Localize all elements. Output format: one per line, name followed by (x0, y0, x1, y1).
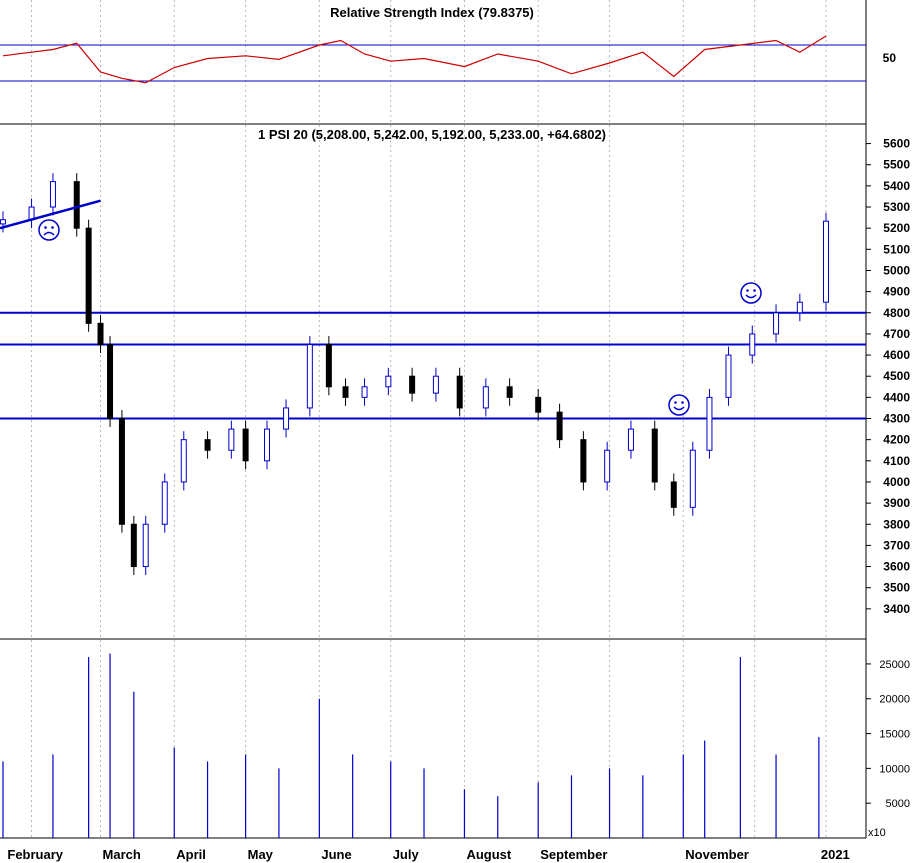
candle-body (242, 428, 249, 462)
month-label: November (685, 847, 749, 862)
candle-body (456, 375, 463, 409)
rsi-title: Relative Strength Index (79.8375) (330, 5, 534, 20)
candle-body (725, 354, 732, 398)
volume-scale-note: x10 (868, 827, 886, 839)
trendline (0, 199, 101, 230)
candle-body (283, 407, 290, 430)
month-label: May (248, 847, 274, 862)
candle-body (604, 449, 611, 483)
rsi-reference-lines (0, 44, 866, 82)
price-tick-label: 5000 (883, 263, 910, 277)
candle-body (142, 523, 149, 568)
price-tick-label: 4000 (883, 475, 910, 489)
smile-face-icon (668, 394, 690, 416)
candle-body (506, 386, 513, 398)
price-tick-label: 5400 (883, 179, 910, 193)
support-resistance-lines (0, 311, 866, 420)
candle-body (306, 343, 313, 409)
month-label: April (176, 847, 206, 862)
candle-body (73, 181, 80, 229)
price-tick-label: 4600 (883, 348, 910, 362)
candle-body (749, 333, 756, 356)
price-tick-label: 5600 (883, 137, 910, 151)
candle-body (161, 481, 168, 525)
month-label: February (7, 847, 63, 862)
candle-body (361, 386, 368, 398)
price-tick-label: 3700 (883, 538, 910, 552)
price-tick-label: 4800 (883, 306, 910, 320)
candle-body (385, 375, 392, 388)
candle-body (130, 523, 137, 568)
volume-tick-label: 5000 (886, 798, 910, 810)
candle-body (535, 396, 542, 413)
price-title: 1 PSI 20 (5,208.00, 5,242.00, 5,192.00, … (258, 127, 606, 142)
candle-body (773, 312, 780, 335)
price-tick-label: 4700 (883, 327, 910, 341)
month-labels: February March April May June July August Septe… (7, 847, 849, 862)
volume-tick-label: 10000 (879, 763, 910, 775)
month-label: March (103, 847, 141, 862)
candle-body (409, 375, 416, 394)
candle-body (689, 449, 696, 508)
price-tick-label: 3900 (883, 496, 910, 510)
candle-body (627, 428, 634, 451)
price-tick-label: 3500 (883, 581, 910, 595)
price-tick-label: 3400 (883, 602, 910, 616)
volume-tick-label: 15000 (879, 729, 910, 741)
smile-face-icon (740, 282, 762, 304)
candle-body (706, 396, 713, 451)
candle-body (482, 386, 489, 409)
candle-body (556, 411, 563, 441)
candle-body (670, 481, 677, 508)
price-tick-label: 5300 (883, 200, 910, 214)
candle-body (651, 428, 658, 483)
price-axis-ticks: 5600 5500 5400 5300 5200 5100 5000 4900 4800 4700… (866, 137, 910, 616)
month-label: July (393, 847, 420, 862)
rsi-line (2, 35, 827, 84)
candle-body (85, 227, 92, 324)
candle-body (49, 181, 56, 208)
month-label: 2021 (821, 847, 850, 862)
candle-body (823, 220, 829, 303)
candle-body (342, 386, 349, 398)
candle-body (580, 439, 587, 483)
candlesticks (0, 173, 829, 576)
month-label: August (466, 847, 511, 862)
candle-body (264, 428, 271, 462)
price-tick-label: 4200 (883, 433, 910, 447)
candle-body (796, 301, 803, 314)
candle-body (204, 439, 211, 451)
candle-body (107, 343, 114, 420)
candle-body (118, 418, 125, 525)
price-tick-label: 4500 (883, 369, 910, 383)
price-tick-label: 4100 (883, 454, 910, 468)
price-tick-label: 5200 (883, 221, 910, 235)
candle-body (97, 322, 104, 345)
month-label: June (321, 847, 351, 862)
candle-body (325, 343, 332, 388)
candle-body (432, 375, 439, 394)
price-tick-label: 5100 (883, 242, 910, 256)
price-tick-label: 3800 (883, 517, 910, 531)
price-tick-label: 4400 (883, 390, 910, 404)
month-label: September (540, 847, 607, 862)
price-tick-label: 4900 (883, 285, 910, 299)
volume-axis-ticks: 25000 20000 15000 10000 5000 (866, 659, 910, 810)
price-tick-label: 4300 (883, 412, 910, 426)
volume-tick-label: 25000 (879, 659, 910, 671)
rsi-tick-50: 50 (883, 51, 897, 65)
volume-bars (2, 653, 820, 838)
price-tick-label: 5500 (883, 158, 910, 172)
candle-body (180, 439, 187, 483)
volume-tick-label: 20000 (879, 694, 910, 706)
candle-body (228, 428, 235, 451)
price-tick-label: 3600 (883, 560, 910, 574)
candle-body (0, 219, 6, 225)
sad-face-icon (38, 219, 60, 241)
